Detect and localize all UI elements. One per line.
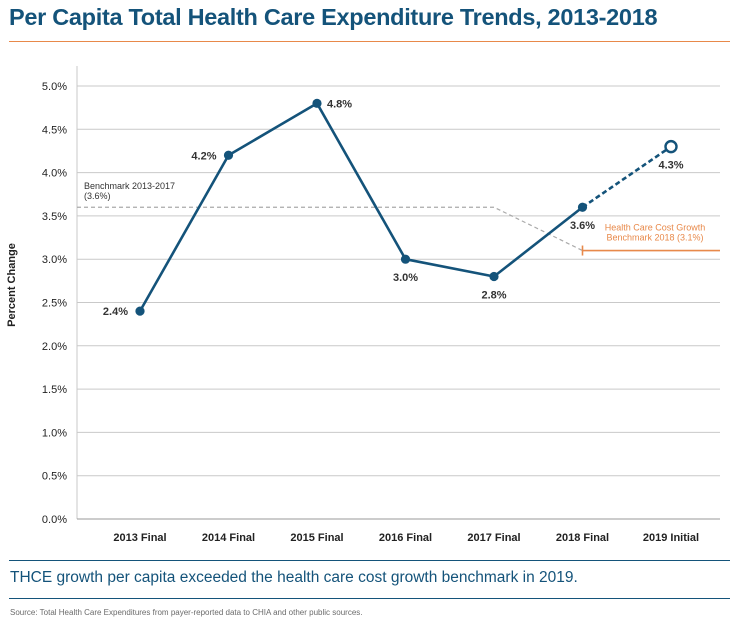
y-tick-label: 2.5% bbox=[42, 298, 67, 310]
data-point bbox=[577, 202, 588, 212]
data-label: 2.4% bbox=[103, 306, 128, 318]
data-point bbox=[135, 306, 145, 316]
series-solid-line bbox=[138, 102, 584, 312]
data-point bbox=[312, 98, 322, 108]
title-divider bbox=[9, 41, 730, 42]
y-tick-label: 4.0% bbox=[42, 168, 67, 180]
y-tick-label: 3.0% bbox=[42, 254, 67, 266]
takeaway-text: THCE growth per capita exceeded the heal… bbox=[10, 569, 578, 586]
series-line bbox=[135, 98, 678, 316]
benchmark-lines: Benchmark 2013-2017(3.6%) Health Care Cos… bbox=[77, 181, 720, 256]
y-tick-label: 0.0% bbox=[42, 514, 67, 526]
benchmark-2018-label: Health Care Cost Growth bbox=[605, 223, 706, 233]
data-label: 4.8% bbox=[327, 98, 352, 110]
benchmark-2013-2017-value: (3.6%) bbox=[84, 191, 111, 201]
y-tick-label: 3.5% bbox=[42, 211, 67, 223]
data-point bbox=[489, 271, 499, 282]
series-projected-line bbox=[581, 145, 672, 209]
data-label: 3.0% bbox=[393, 272, 418, 284]
data-point bbox=[223, 150, 234, 160]
gridlines bbox=[76, 66, 720, 520]
data-point bbox=[400, 254, 411, 264]
y-tick-label: 4.5% bbox=[42, 124, 67, 136]
data-label: 2.8% bbox=[481, 290, 506, 302]
data-point-open bbox=[664, 139, 678, 154]
takeaway-top-divider bbox=[9, 560, 730, 561]
x-tick-label: 2016 Final bbox=[379, 532, 432, 544]
page-title: Per Capita Total Health Care Expenditure… bbox=[9, 4, 658, 30]
x-tick-label: 2013 Final bbox=[113, 532, 166, 544]
line-chart: 0.0% 0.5% 1.0% 1.5% 2.0% 2.5% 3.0% 3.5% 4.0% 4.5%… bbox=[6, 66, 720, 544]
source-note: Source: Total Health Care Expenditures f… bbox=[10, 608, 363, 617]
x-tick-label: 2017 Final bbox=[467, 532, 520, 544]
x-tick-label: 2018 Final bbox=[556, 532, 609, 544]
benchmark-2013-2017-line bbox=[77, 206, 583, 252]
y-axis-label: Percent Change bbox=[6, 243, 18, 327]
x-tick-label: 2019 Initial bbox=[643, 532, 699, 544]
y-axis-tick-labels: 0.0% 0.5% 1.0% 1.5% 2.0% 2.5% 3.0% 3.5% 4.0% 4.5%… bbox=[42, 81, 67, 526]
data-label: 4.3% bbox=[658, 160, 683, 172]
y-tick-label: 2.0% bbox=[42, 341, 67, 353]
benchmark-2013-2017-label: Benchmark 2013-2017 bbox=[84, 181, 175, 191]
x-tick-label: 2015 Final bbox=[290, 532, 343, 544]
data-label: 4.2% bbox=[191, 150, 216, 162]
data-label: 3.6% bbox=[570, 220, 595, 232]
benchmark-2018-value: Benchmark 2018 (3.1%) bbox=[606, 233, 703, 243]
y-tick-label: 1.5% bbox=[42, 384, 67, 396]
x-tick-label: 2014 Final bbox=[202, 532, 255, 544]
y-tick-label: 5.0% bbox=[42, 81, 67, 93]
y-tick-label: 0.5% bbox=[42, 471, 67, 483]
x-axis-tick-labels: 2013 Final 2014 Final 2015 Final 2016 Final… bbox=[113, 532, 699, 544]
y-tick-label: 1.0% bbox=[42, 427, 67, 439]
takeaway-bottom-divider bbox=[9, 598, 730, 599]
data-labels: 2.4% 4.2% 4.8% 3.0% 2.8% 3.6% 4.3% bbox=[103, 98, 684, 318]
